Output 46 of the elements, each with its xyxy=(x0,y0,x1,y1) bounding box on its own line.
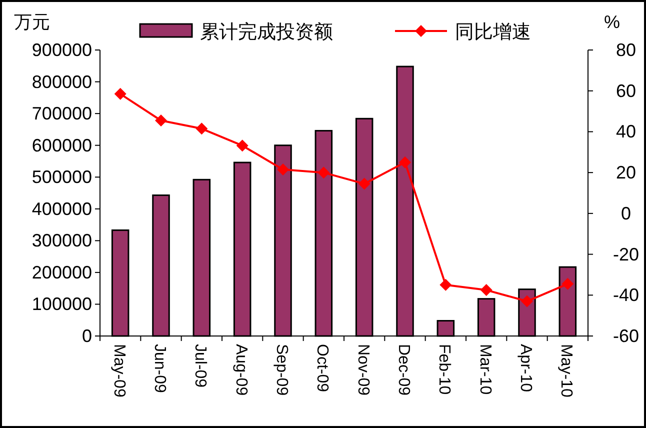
point xyxy=(277,164,289,176)
x-tick-label: Apr-10 xyxy=(517,344,534,392)
legend-label: 同比增速 xyxy=(455,22,531,43)
x-tick-label: May-10 xyxy=(558,344,575,398)
legend-label: 累计完成投资额 xyxy=(200,21,333,43)
y-tick-label: 600000 xyxy=(32,135,92,156)
point xyxy=(440,278,452,291)
y-tick-label: 0 xyxy=(82,326,92,346)
y-tick-label: 700000 xyxy=(32,104,92,124)
y2-tick-label: -20 xyxy=(612,244,640,264)
x-tick-label: Sep-09 xyxy=(273,344,290,396)
x-tick-label: Jul-09 xyxy=(192,344,209,388)
y-tick-label: 800000 xyxy=(32,72,92,92)
point xyxy=(399,156,411,168)
y-tick-label: 400000 xyxy=(32,198,92,219)
x-tick-label: Jun-09 xyxy=(151,344,168,394)
x-tick-label: Aug-09 xyxy=(232,344,250,396)
x-tick-label: Nov-09 xyxy=(354,344,372,396)
y2-tick-label: 60 xyxy=(616,80,636,101)
point xyxy=(562,278,574,290)
point xyxy=(318,166,330,179)
point xyxy=(236,140,248,152)
y-axis-title: 万元 xyxy=(14,12,50,32)
point xyxy=(521,295,533,308)
x-tick-label: May-09 xyxy=(110,344,128,398)
x-tick-label: Mar-10 xyxy=(476,344,494,395)
y-tick-label: 100000 xyxy=(32,294,92,314)
y2-tick-label: 40 xyxy=(616,122,636,142)
y2-tick-label: 20 xyxy=(616,162,636,183)
y-tick-label: 500000 xyxy=(32,167,92,188)
y-tick-label: 200000 xyxy=(32,262,92,282)
y-tick-label: 300000 xyxy=(32,230,92,251)
y2-tick-label: 80 xyxy=(616,40,636,60)
point xyxy=(358,178,370,190)
y2-tick-label: -60 xyxy=(612,326,640,346)
y2-axis-title: % xyxy=(604,12,620,32)
x-tick-label: Feb-10 xyxy=(436,344,453,395)
point xyxy=(114,88,126,100)
x-tick-label: Dec-09 xyxy=(395,344,412,396)
x-tick-label: Oct-09 xyxy=(314,344,331,392)
y2-tick-label: -40 xyxy=(612,285,640,306)
y2-tick-label: 0 xyxy=(620,203,632,224)
point xyxy=(155,114,167,126)
point xyxy=(480,284,492,296)
y-tick-label: 900000 xyxy=(32,40,92,60)
point xyxy=(196,122,208,135)
